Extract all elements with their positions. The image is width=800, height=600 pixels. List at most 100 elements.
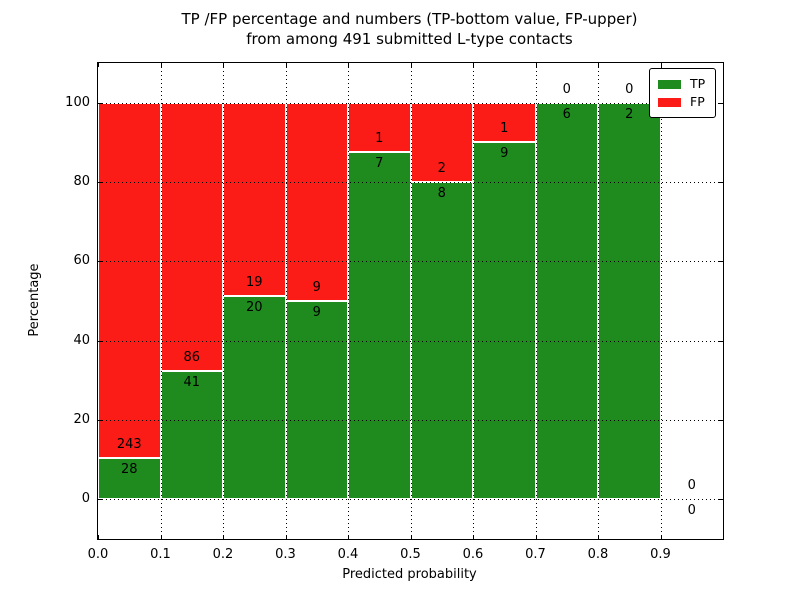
gridline-x: [348, 63, 349, 539]
x-tick-label: 0.7: [525, 547, 546, 562]
x-tick-mark: [285, 63, 287, 67]
gridline-x: [160, 63, 162, 539]
fp-count-label: 19: [245, 274, 263, 290]
bar-segment-tp: [348, 152, 411, 500]
fp-count-label: 0: [687, 478, 696, 494]
x-tick-mark: [473, 63, 474, 67]
chart-title-line1: TP /FP percentage and numbers (TP-bottom…: [181, 10, 638, 28]
y-tick-mark: [98, 261, 102, 263]
y-tick-label: 60: [73, 253, 90, 269]
y-tick-mark: [98, 182, 102, 183]
bar-segment-fp: [98, 102, 161, 459]
x-tick-mark: [410, 63, 412, 67]
bar-segment-tp: [598, 102, 661, 500]
y-tick-mark: [719, 499, 723, 501]
x-tick-mark: [410, 535, 412, 539]
tp-count-label: 41: [183, 375, 201, 391]
y-tick-mark: [719, 261, 723, 263]
fp-count-label: 243: [116, 437, 142, 453]
x-tick-mark: [535, 63, 537, 67]
x-tick-label: 0.0: [87, 547, 109, 562]
chart-title-line2: from among 491 submitted L-type contacts: [246, 30, 573, 48]
plot-area: TP FP 243 28 86 41 19 20 9 9 1 7 2 8 1 9 0 6 0 2 0 0 0.0 0.1 0…: [65, 62, 724, 562]
tp-count-label: 6: [562, 106, 571, 122]
x-tick-label: 0.4: [337, 547, 359, 562]
bar-segment-tp: [160, 371, 223, 500]
fp-count-label: 2: [437, 161, 446, 176]
gridline-x: [598, 63, 599, 539]
y-tick-mark: [98, 499, 102, 501]
x-tick-label: 0.5: [400, 547, 421, 562]
x-tick-mark: [535, 535, 537, 539]
x-tick-mark: [598, 535, 599, 539]
tp-count-label: 2: [625, 106, 634, 122]
tp-count-label: 20: [245, 299, 263, 315]
y-tick-mark: [98, 102, 102, 104]
gridline-x: [285, 63, 287, 539]
tp-count-label: 0: [687, 503, 696, 519]
y-tick-label: 40: [73, 332, 90, 348]
x-tick-mark: [660, 63, 662, 67]
fp-count-label: 1: [500, 121, 509, 137]
legend-item-tp: TP: [658, 75, 715, 93]
bar-segment-tp: [473, 142, 536, 500]
x-axis-label: Predicted probability: [342, 567, 477, 582]
x-tick-mark: [660, 535, 662, 539]
x-tick-mark: [348, 535, 349, 539]
x-tick-mark: [160, 63, 162, 67]
y-tick-mark: [719, 182, 723, 183]
gridline-x: [473, 63, 474, 539]
gridline-x: [223, 63, 224, 539]
x-tick-label: 0.6: [462, 547, 484, 562]
fp-count-label: 86: [183, 350, 201, 366]
y-tick-mark: [98, 340, 102, 342]
gridline-x: [660, 63, 662, 539]
tp-count-label: 28: [120, 462, 138, 478]
bar-segment-tp: [535, 102, 598, 500]
x-tick-mark: [98, 535, 99, 539]
y-tick-label: 0: [81, 491, 90, 507]
y-tick-mark: [719, 102, 723, 104]
x-tick-mark: [598, 63, 599, 67]
bar-segment-tp: [285, 301, 348, 500]
y-tick-mark: [719, 420, 723, 421]
y-tick-mark: [98, 420, 102, 421]
y-axis-label: Percentage: [27, 263, 42, 337]
bar-segment-fp: [160, 102, 223, 372]
x-tick-mark: [348, 63, 349, 67]
y-tick-label: 80: [73, 174, 90, 189]
legend-swatch-tp-icon: [658, 79, 681, 89]
x-tick-label: 0.2: [212, 547, 234, 562]
fp-count-label: 0: [625, 81, 634, 97]
x-tick-mark: [160, 535, 162, 539]
y-tick-label: 20: [73, 412, 90, 427]
chart-title: TP /FP percentage and numbers (TP-bottom…: [97, 9, 722, 49]
x-tick-label: 0.8: [587, 547, 609, 562]
x-tick-label: 0.1: [150, 547, 171, 562]
fp-count-label: 9: [312, 280, 321, 295]
legend-item-fp: FP: [658, 93, 715, 111]
bar-segment-fp: [223, 102, 286, 296]
y-tick-mark: [719, 340, 723, 342]
gridline-x: [535, 63, 537, 539]
legend-label-tp: TP: [690, 76, 706, 91]
x-tick-mark: [223, 63, 224, 67]
tp-count-label: 9: [500, 146, 509, 162]
x-tick-mark: [285, 535, 287, 539]
tp-count-label: 8: [437, 186, 446, 201]
bar-segment-tp: [223, 295, 286, 500]
legend-swatch-fp-icon: [658, 97, 681, 107]
gridline-x: [410, 63, 412, 539]
tp-count-label: 7: [375, 156, 384, 172]
bar-segment-tp: [98, 458, 161, 500]
fp-count-label: 0: [562, 81, 571, 97]
legend-label-fp: FP: [690, 94, 705, 109]
x-tick-label: 0.9: [650, 547, 671, 562]
x-tick-mark: [473, 535, 474, 539]
x-tick-mark: [98, 63, 99, 67]
bar-segment-fp: [285, 102, 348, 301]
x-tick-mark: [223, 535, 224, 539]
tp-count-label: 9: [312, 305, 321, 320]
fp-count-label: 1: [375, 131, 384, 147]
